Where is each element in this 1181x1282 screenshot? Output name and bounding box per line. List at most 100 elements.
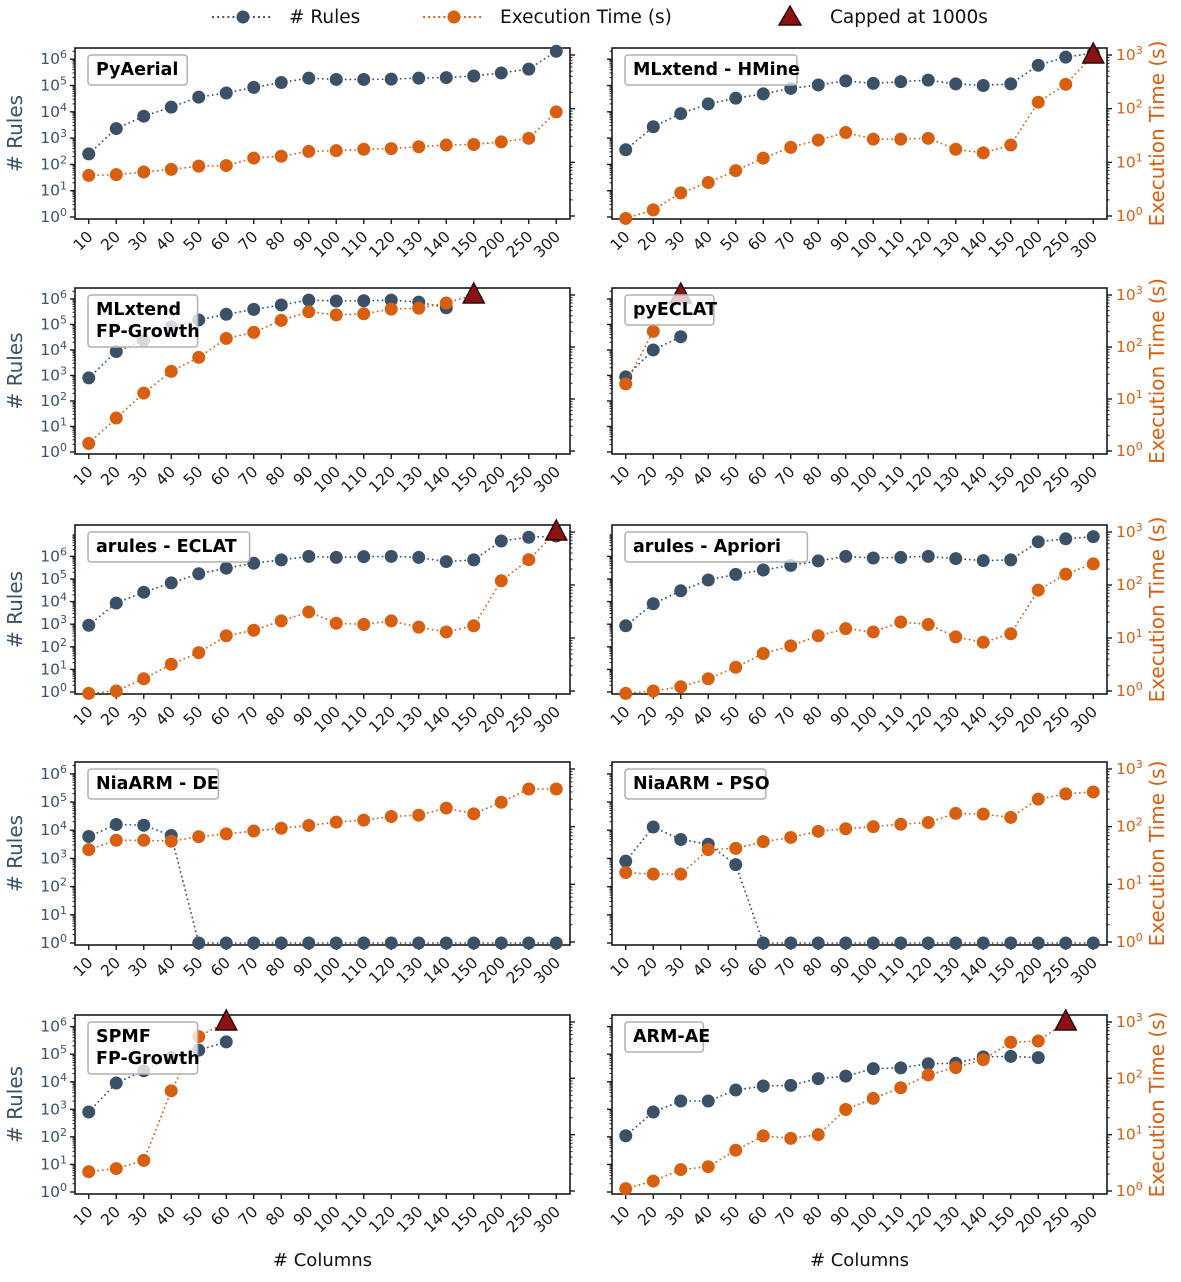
x-tick-label: 150 [985,228,1019,262]
x-tick-label: 140 [957,954,991,988]
time-point [110,834,123,847]
x-tick-label: 300 [1067,1203,1101,1237]
x-tick-label: 100 [847,228,881,262]
panel-title: FP-Growth [96,322,200,342]
left-tick-label: 101 [40,658,67,678]
time-point [110,412,123,425]
x-tick-label: 300 [530,1203,564,1237]
rules-point [867,77,880,90]
time-point [729,1144,742,1157]
rules-point [922,937,935,950]
x-tick-label: 100 [310,954,344,988]
legend-label-capped: Capped at 1000s [830,7,988,28]
rules-point [702,1095,715,1108]
rules-point [949,937,962,950]
panel-title: ARM-AE [633,1027,710,1047]
time-point [839,1103,852,1116]
right-tick-label: 101 [1116,873,1143,893]
x-tick-label: 20 [634,228,661,255]
y-axis-title-right: Execution Time (s) [1145,278,1169,464]
rules-point [674,1095,687,1108]
time-point [1032,793,1045,806]
x-tick-label: 50 [717,1203,744,1230]
rules-point [812,937,825,950]
time-point [1032,584,1045,597]
time-point [977,636,990,649]
time-point [137,834,150,847]
rules-point [495,66,508,79]
x-tick-label: 250 [503,228,537,262]
x-tick-label: 80 [799,228,826,255]
rules-point [619,855,632,868]
right-tick-label: 100 [1116,440,1143,460]
x-tick-label: 110 [338,1203,372,1237]
x-tick-label: 50 [717,954,744,981]
left-tick-label: 103 [40,847,67,867]
x-tick-label: 200 [1012,463,1046,497]
left-tick-label: 105 [40,313,67,333]
x-tick-label: 70 [235,1203,262,1230]
time-point [247,152,260,165]
left-tick-label: 105 [40,1043,67,1063]
time-point [674,1163,687,1176]
rules-point [922,550,935,563]
x-tick-label: 110 [338,228,372,262]
rules-point [784,937,797,950]
rules-point [894,551,907,564]
time-point [247,624,260,637]
time-point [220,629,233,642]
time-point [784,639,797,652]
time-point [165,658,178,671]
time-point [839,126,852,139]
rules-point [894,1061,907,1074]
time-point [275,822,288,835]
rules-point [674,107,687,120]
time-point [220,827,233,840]
x-tick-label: 140 [957,703,991,737]
time-point [275,614,288,627]
time-axis-label: Execution Time (s) [1145,517,1169,703]
rules-point [495,937,508,950]
time-point [550,105,563,118]
rules-point [357,294,370,307]
rules-point [110,818,123,831]
x-tick-label: 250 [1040,463,1074,497]
time-point [839,822,852,835]
rules-point [412,937,425,950]
time-point [357,143,370,156]
rules-point [647,821,660,834]
time-point [619,377,632,390]
rules-point [757,563,770,576]
right-tick-label: 102 [1116,1067,1143,1087]
x-tick-label: 200 [475,1203,509,1237]
rules-point [757,937,770,950]
left-tick-label: 100 [40,932,67,952]
x-tick-label: 150 [448,954,482,988]
time-point [385,142,398,155]
x-tick-label: 40 [689,703,716,730]
time-point [302,305,315,318]
rules-point [302,294,315,307]
time-point [619,866,632,879]
x-tick-label: 70 [772,954,799,981]
time-point [330,144,343,157]
time-point [1087,785,1100,798]
rules-point [137,586,150,599]
time-point [110,1162,123,1175]
rules-point [550,937,563,950]
x-tick-label: 80 [262,954,289,981]
x-tick-label: 250 [1040,954,1074,988]
left-tick-label: 101 [40,415,67,435]
rules-point [220,562,233,575]
time-point [1032,96,1045,109]
time-point [1087,557,1100,570]
time-point [977,1053,990,1066]
rules-point [82,147,95,160]
rules-point [839,74,852,87]
x-tick-label: 120 [365,228,399,262]
left-tick-label: 105 [40,568,67,588]
rules-point [412,72,425,85]
rules-point [1087,937,1100,950]
rules-point [1004,553,1017,566]
